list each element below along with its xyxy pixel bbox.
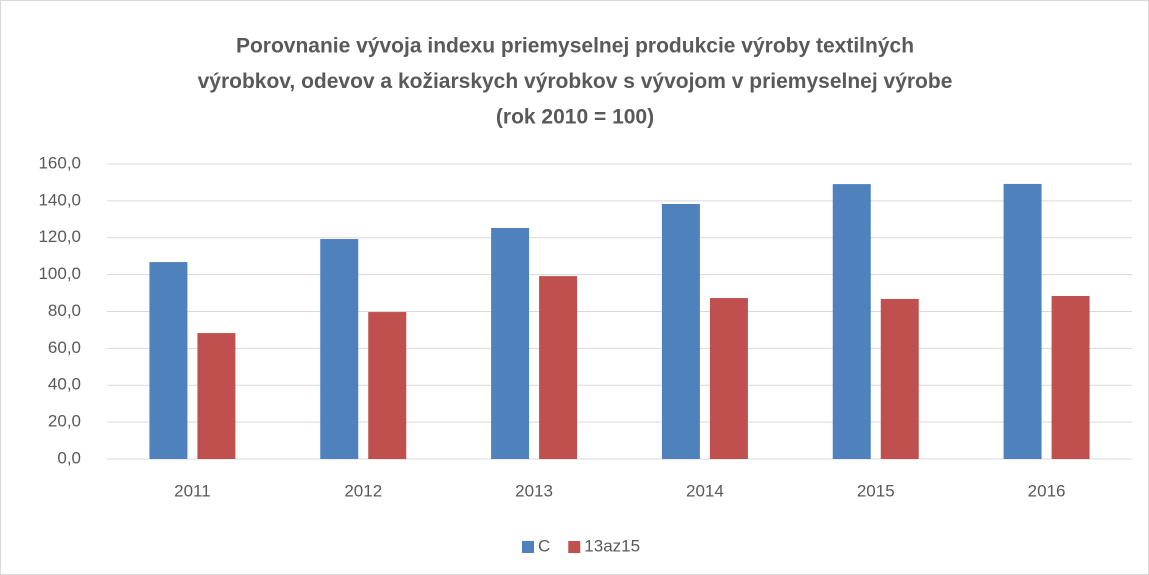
bar <box>368 312 407 459</box>
legend-label: 13az15 <box>584 536 640 555</box>
chart-title: Porovnanie vývoja indexu priemyselnej pr… <box>236 35 914 58</box>
legend-swatch <box>522 541 534 553</box>
y-tick-label: 0,0 <box>57 448 81 467</box>
chart-title: (rok 2010 = 100) <box>496 106 654 129</box>
y-tick-label: 80,0 <box>48 301 81 320</box>
bar <box>1003 183 1042 459</box>
y-tick-label: 120,0 <box>38 227 81 246</box>
bar <box>832 184 871 460</box>
bar <box>880 298 919 459</box>
bar <box>539 276 578 459</box>
legend-label: C <box>538 536 550 555</box>
y-tick-label: 40,0 <box>48 375 81 394</box>
x-tick-label: 2016 <box>1028 481 1066 500</box>
bar <box>320 239 359 459</box>
bar <box>149 262 188 459</box>
y-tick-label: 140,0 <box>38 190 81 209</box>
bar <box>197 333 236 459</box>
x-tick-label: 2015 <box>857 481 895 500</box>
x-tick-label: 2013 <box>515 481 553 500</box>
bar <box>661 204 700 459</box>
chart-title: výrobkov, odevov a kožiarskych výrobkov … <box>198 70 953 93</box>
bar <box>491 227 530 459</box>
x-tick-label: 2012 <box>344 481 382 500</box>
y-tick-label: 20,0 <box>48 412 81 431</box>
legend-swatch <box>568 541 581 553</box>
x-tick-label: 2011 <box>174 481 211 500</box>
bar <box>709 298 748 459</box>
x-tick-label: 2014 <box>686 481 724 500</box>
y-tick-label: 100,0 <box>38 264 81 283</box>
y-tick-label: 60,0 <box>48 338 81 357</box>
y-tick-label: 160,0 <box>38 153 81 172</box>
bar <box>1051 296 1090 459</box>
